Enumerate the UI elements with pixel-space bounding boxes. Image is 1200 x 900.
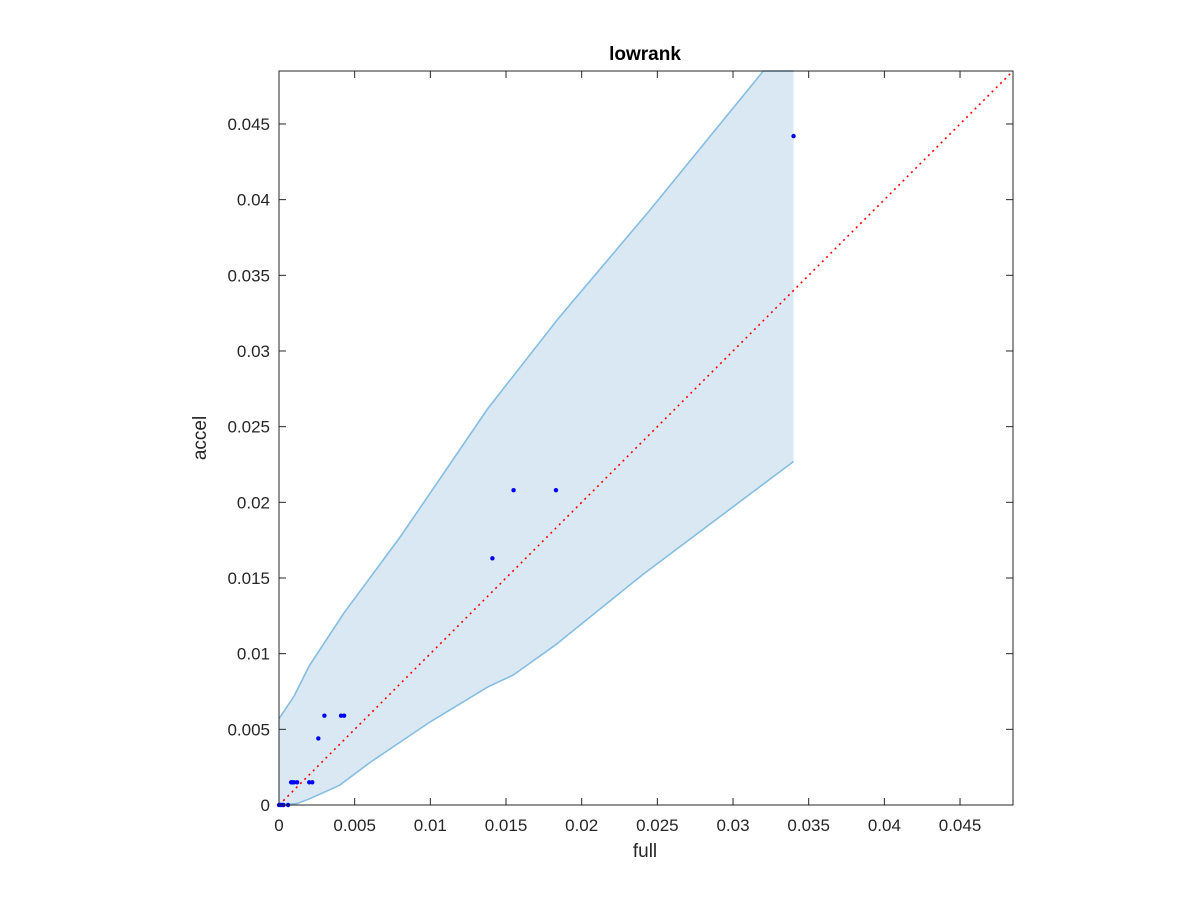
x-tick-label: 0.02 [565, 816, 598, 835]
x-axis-label: full [633, 841, 657, 862]
y-tick-label: 0 [261, 796, 270, 815]
y-tick-label: 0.025 [227, 418, 270, 437]
data-points [276, 133, 796, 808]
data-point [341, 713, 347, 718]
band-lower-edge [278, 460, 795, 806]
y-tick-label: 0.03 [237, 342, 270, 361]
y-tick-label: 0.01 [237, 645, 270, 664]
data-point [322, 713, 327, 718]
data-point [291, 780, 297, 785]
x-tick-label: 0.015 [485, 816, 528, 835]
data-point [490, 556, 495, 561]
x-tick-label: 0.035 [787, 816, 830, 835]
data-point [553, 488, 559, 493]
y-tick-label: 0.045 [227, 115, 270, 134]
data-point [791, 133, 796, 139]
chart-title: lowrank [609, 44, 681, 65]
reference-line [278, 70, 1014, 806]
x-tick-label: 0.03 [716, 816, 749, 835]
x-tick-label: 0.04 [868, 816, 901, 835]
x-tick-label: 0.045 [939, 816, 982, 835]
y-tick-label: 0.02 [237, 493, 270, 512]
x-tick-label: 0.005 [333, 816, 376, 835]
y-tick-label: 0.035 [227, 266, 270, 285]
y-tick-label: 0.015 [227, 569, 270, 588]
band-fill [279, 71, 794, 805]
y-axis-label: accel [190, 416, 211, 460]
y-tick-label: 0.005 [227, 720, 270, 739]
confidence-band [278, 70, 795, 806]
y-tick-label: 0.04 [237, 191, 270, 210]
data-point [307, 780, 312, 785]
band-upper-edge [278, 70, 794, 720]
x-tick-label: 0.025 [636, 816, 679, 835]
data-point [294, 780, 300, 785]
x-tick-label: 0 [274, 816, 283, 835]
data-point [511, 488, 516, 493]
data-point [310, 780, 315, 785]
y-axis-ticks: 0 0.005 0.01 0.015 0.02 0.025 0.03 0.035 0.04 0.0… [227, 115, 1013, 815]
x-tick-label: 0.01 [414, 816, 447, 835]
plot-frame [278, 70, 1014, 806]
x-axis-ticks: 0 0.005 0.01 0.015 0.02 0.025 0.03 0.035 0.04 0.0… [274, 71, 981, 835]
data-point [316, 736, 321, 741]
data-point [338, 713, 344, 718]
